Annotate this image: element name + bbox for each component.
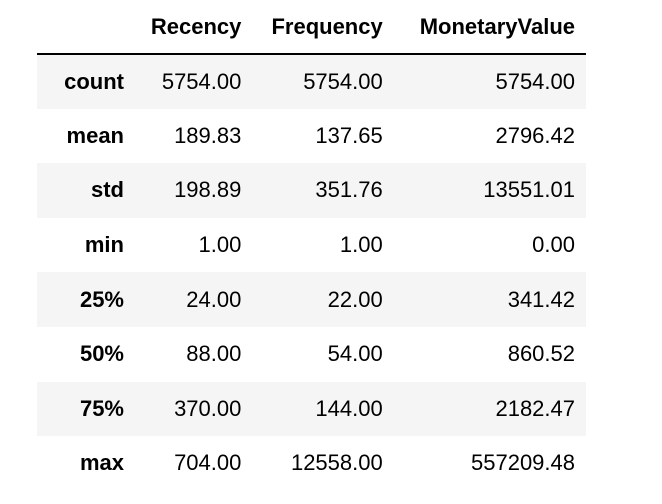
row-label: max: [79, 450, 124, 476]
table-row: min 1.00 1.00 0.00: [37, 218, 586, 273]
table-cell: 22.00: [327, 286, 383, 312]
table-cell: 351.76: [315, 177, 383, 203]
table-cell: 2182.47: [495, 395, 575, 421]
table-cell: 137.65: [315, 122, 383, 148]
column-header-frequency: Frequency: [252, 0, 394, 55]
row-label: min: [84, 232, 124, 258]
table-cell: 341.42: [507, 286, 575, 312]
table-cell: 1.00: [339, 232, 383, 258]
row-label: mean: [66, 122, 124, 148]
table-cell: 860.52: [507, 341, 575, 367]
table-row: count 5754.00 5754.00 5754.00: [37, 54, 586, 109]
table-row: 75% 370.00 144.00 2182.47: [37, 381, 586, 437]
table-header: Recency Frequency MonetaryValue: [37, 0, 586, 55]
table-cell: 198.89: [174, 177, 242, 203]
column-header-monetaryvalue: MonetaryValue: [393, 0, 586, 55]
row-label: std: [91, 177, 124, 203]
table-cell: 0.00: [532, 232, 575, 258]
table-cell: 24.00: [186, 286, 242, 312]
index-header: [37, 0, 135, 55]
table-cell: 144.00: [315, 395, 383, 421]
table-cell: 54.00: [327, 341, 383, 367]
table-cell: 370.00: [174, 395, 242, 421]
table-cell: 2796.42: [495, 122, 575, 148]
table-row: 25% 24.00 22.00 341.42: [37, 272, 586, 327]
row-label: 25%: [79, 286, 124, 312]
table-cell: 5754.00: [495, 68, 575, 94]
row-label: 75%: [79, 395, 124, 421]
table-row: max 704.00 12558.00 557209.48: [37, 436, 586, 491]
dataframe-output: Recency Frequency MonetaryValue count 57…: [37, 0, 586, 491]
table-cell: 704.00: [174, 450, 242, 476]
describe-table: Recency Frequency MonetaryValue count 57…: [37, 0, 586, 491]
table-cell: 13551.01: [483, 177, 575, 203]
header-row: Recency Frequency MonetaryValue: [37, 0, 586, 55]
table-cell: 88.00: [186, 341, 242, 367]
table-cell: 5754.00: [303, 68, 383, 94]
row-label: count: [64, 68, 124, 94]
table-row: 50% 88.00 54.00 860.52: [37, 327, 586, 382]
column-header-recency: Recency: [135, 0, 253, 55]
table-cell: 557209.48: [471, 450, 575, 476]
table-cell: 5754.00: [161, 68, 242, 94]
table-cell: 189.83: [174, 122, 242, 148]
table-cell: 12558.00: [290, 450, 383, 476]
row-label: 50%: [79, 341, 124, 367]
table-row: std 198.89 351.76 13551.01: [37, 163, 586, 218]
table-cell: 1.00: [198, 232, 242, 258]
table-body: count 5754.00 5754.00 5754.00 mean 189.8…: [37, 54, 586, 491]
table-row: mean 189.83 137.65 2796.42: [37, 109, 586, 164]
